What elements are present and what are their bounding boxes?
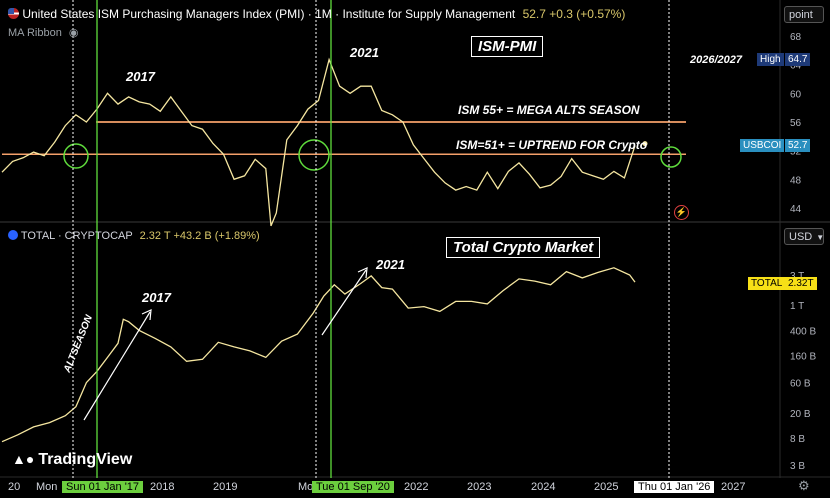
year-2021-pmi: 2021 [350,45,379,60]
crypto-tick-3: 160 B [790,352,816,363]
x-cursor-2026: Thu 01 Jan '26 [634,481,715,493]
x-label-2025: 2025 [594,481,619,493]
x-label-2024: 2024 [531,481,556,493]
crypto-change: +43.2 B (+1.89%) [173,230,260,242]
x-label-partial-left: Mon [36,481,58,493]
us-flag-icon [8,8,19,19]
x-label-2023: 2023 [467,481,492,493]
pmi-header: United States ISM Purchasing Managers In… [8,7,625,21]
total-label: TOTAL [748,277,786,290]
eye-icon[interactable]: ◉ [68,27,79,39]
crypto-2021-arrowhead [357,267,368,279]
crypto-logo-icon [8,230,18,240]
pmi-change: +0.3 (+0.57%) [549,7,626,21]
scale-mode-point[interactable]: point [784,6,824,23]
tv-logo-icon: ▲● [12,451,35,467]
pmi-series-line [1,57,636,227]
crypto-tick-1: 1 T [790,301,804,312]
pmi-tick-56: 56 [790,118,802,129]
x-label-2018: 2018 [150,481,175,493]
year-2017-crypto: 2017 [142,290,171,305]
crypto-tick-2: 400 B [790,326,816,337]
settings-gear-icon[interactable]: ⚙ [798,478,810,493]
crypto-header: TOTAL · CRYPTOCAP 2.32 T +43.2 B (+1.89%… [8,230,260,242]
ism-55-label: ISM 55+ = MEGA ALTS SEASON [458,103,640,117]
pmi-tick-48: 48 [790,175,802,186]
x-cursor-2020: Tue 01 Sep '20 [312,481,394,493]
pmi-last-point [642,141,648,147]
crypto-title[interactable]: TOTAL · CRYPTOCAP [20,230,133,242]
crypto-tick-6: 8 B [790,434,805,445]
year-2017-pmi: 2017 [126,69,155,84]
indicator-row: MA Ribbon ◉ [8,26,78,39]
pmi-tick-60: 60 [790,89,802,100]
x-label-2019: 2019 [213,481,238,493]
pmi-tick-44: 44 [790,204,802,215]
x-cursor-2017: Sun 01 Jan '17 [62,481,144,493]
brand-label: TradingView [38,451,133,468]
pmi-highlight-circle-2 [660,146,682,168]
crypto-tick-5: 20 B [790,409,811,420]
altseason-arrowhead [141,309,152,321]
lightning-icon[interactable]: ⚡ [674,205,689,220]
altseason-arrow [83,311,151,421]
ism-51-label: ISM=51+ = UPTREND FOR Crypto [456,138,648,152]
year-2026-2027: 2026/2027 [690,54,742,66]
pmi-value: 52.7 [522,7,546,21]
ism-pmi-box: ISM-PMI [471,36,544,57]
symbol-label: USBCOI [740,139,785,152]
pmi-tick-68: 68 [790,32,802,43]
crypto-value: 2.32 T [139,230,171,242]
crypto-tick-7: 3 B [790,461,805,472]
x-label-partial-edge: 20 [8,481,21,493]
currency-select[interactable]: USD ▼ [784,228,824,245]
ma-ribbon-label[interactable]: MA Ribbon [8,27,62,39]
tradingview-logo[interactable]: ▲● TradingView [12,451,132,469]
pmi-title[interactable]: United States ISM Purchasing Managers In… [22,7,516,21]
symbol-value: 52.7 [785,139,811,152]
pmi-highlight-circle-1 [298,139,330,171]
x-label-2027: 2027 [721,481,746,493]
crypto-tick-0: 3 T [790,271,804,282]
pmi-tick-52: 52 [790,147,802,158]
high-label: High [757,53,784,66]
pmi-highlight-circle-0 [63,143,89,169]
pmi-tick-64: 64 [790,61,802,72]
crypto-tick-4: 60 B [790,379,811,390]
x-label-2022: 2022 [404,481,429,493]
crypto-2021-arrow [321,269,367,336]
high-value: 64.7 [785,53,811,66]
year-2021-crypto: 2021 [376,257,405,272]
chevron-down-icon: ▼ [816,233,825,242]
crypto-series-line [1,267,636,443]
currency-label: USD [789,231,813,243]
total-value: 2.32T [785,277,817,290]
total-crypto-box: Total Crypto Market [446,237,601,258]
x-label-partial-mid: Mo [298,481,314,493]
